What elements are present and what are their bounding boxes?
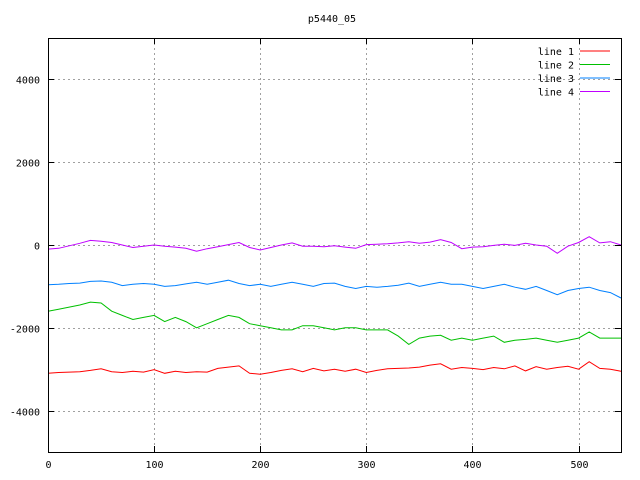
- y-tick-label: 0: [34, 242, 40, 253]
- x-tick-label: 500: [570, 460, 588, 471]
- legend-label: line 3: [538, 74, 574, 85]
- series-line-4: [47, 236, 622, 254]
- x-tick-label: 200: [251, 460, 269, 471]
- x-tick-label: 400: [463, 460, 481, 471]
- y-tick-label: 4000: [16, 76, 40, 87]
- y-tick-label: -4000: [10, 408, 40, 419]
- y-tick-label: -2000: [10, 325, 40, 336]
- series-line-2: [47, 301, 621, 346]
- y-tick-label: 2000: [16, 159, 40, 170]
- x-tick-label: 0: [45, 460, 51, 471]
- legend: line 1 line 2 line 3 line 4: [538, 47, 610, 99]
- axes: 0 100 200 300 400 500 -4000 -2000 0 2000 4000: [10, 38, 621, 471]
- legend-label: line 2: [538, 61, 574, 72]
- x-tick-label: 100: [145, 460, 163, 471]
- chart-title: p5440_05: [308, 14, 356, 25]
- x-tick-label: 300: [357, 460, 375, 471]
- series-line-3: [47, 279, 622, 299]
- legend-label: line 4: [538, 88, 574, 99]
- series-line-1: [47, 361, 622, 375]
- series-group: [47, 236, 622, 375]
- legend-label: line 1: [538, 47, 574, 58]
